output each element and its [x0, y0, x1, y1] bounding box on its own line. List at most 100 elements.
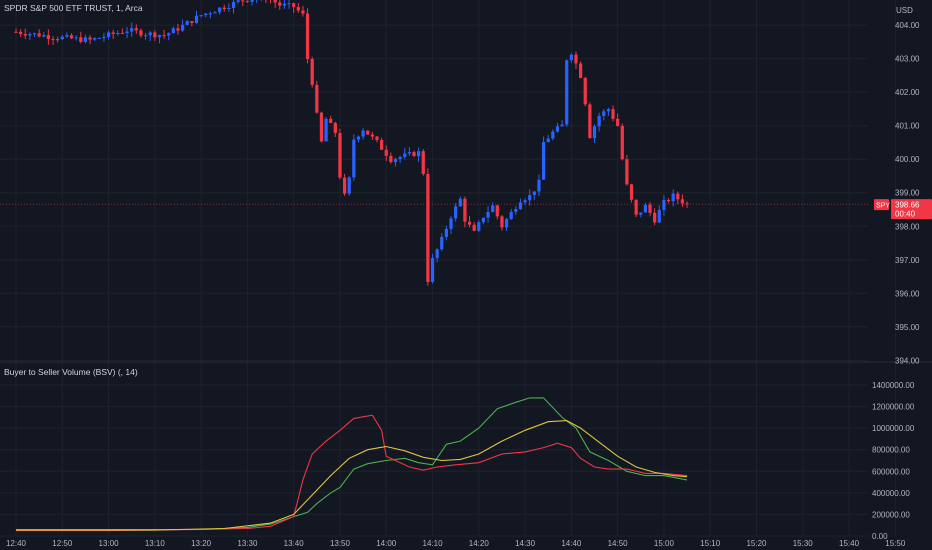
price-tick-label: 398.00 — [895, 222, 920, 231]
price-axis[interactable]: 394.00 395.00 396.00 397.00 398.00 399.00 400.… — [895, 21, 920, 365]
indicator-pane[interactable] — [16, 397, 688, 532]
time-tick-label: 15:50 — [885, 539, 906, 548]
candle — [444, 225, 449, 241]
candle — [352, 134, 356, 181]
candle — [541, 136, 546, 180]
candle — [282, 0, 287, 9]
candle — [620, 123, 624, 161]
candle — [265, 0, 267, 3]
candle — [602, 109, 606, 121]
candle — [491, 202, 495, 213]
candle — [241, 0, 245, 7]
candle — [185, 20, 189, 26]
time-tick-label: 15:40 — [839, 539, 860, 548]
candle — [273, 0, 277, 8]
grid-lines — [0, 0, 896, 537]
candle — [546, 134, 550, 143]
candle — [629, 183, 634, 203]
candle — [148, 30, 152, 42]
candle — [384, 145, 388, 162]
candle — [130, 22, 134, 37]
price-tick-label: 400.00 — [895, 155, 920, 164]
candle — [256, 0, 258, 4]
candle — [514, 206, 518, 215]
price-tick-label: 401.00 — [895, 122, 920, 131]
candle — [403, 147, 407, 160]
candle — [106, 30, 111, 40]
candle — [532, 191, 536, 201]
candle — [560, 120, 564, 127]
time-tick-label: 14:40 — [561, 539, 582, 548]
price-tick-label: 394.00 — [895, 356, 920, 365]
candle — [42, 32, 46, 38]
candle — [463, 196, 467, 228]
price-tick-label: 397.00 — [895, 256, 920, 265]
candle — [379, 137, 384, 150]
time-tick-label: 15:00 — [654, 539, 675, 548]
candle — [218, 7, 222, 15]
candle — [440, 233, 444, 252]
time-tick-label: 12:40 — [6, 539, 27, 548]
candle — [194, 10, 199, 24]
candle — [287, 0, 291, 9]
candle — [83, 34, 88, 44]
candle — [125, 26, 129, 39]
candle — [639, 212, 643, 218]
indicator-title[interactable]: Buyer to Seller Volume (BSV) (, 14) — [4, 367, 138, 377]
candle — [79, 31, 83, 44]
candle — [236, 0, 240, 4]
candle — [139, 28, 143, 38]
candle — [523, 198, 527, 206]
candle — [333, 121, 337, 138]
last-price-tag: SPY 398.66 00:40 — [874, 199, 932, 220]
price-tag-symbol: SPY — [876, 203, 890, 210]
indicator-axis[interactable]: 0.00 200000.00 400000.00 600000.00 800000.00… — [872, 381, 915, 541]
price-pane[interactable] — [0, 0, 868, 286]
candle — [231, 0, 236, 14]
candle — [74, 35, 78, 41]
candle — [500, 214, 504, 231]
candle — [245, 0, 250, 3]
candle — [643, 202, 648, 213]
candle — [37, 29, 41, 38]
indicator-tick-label: 800000.00 — [872, 446, 910, 455]
candle — [653, 208, 657, 226]
candle — [680, 194, 685, 207]
candle — [592, 124, 597, 144]
price-tick-label: 396.00 — [895, 289, 920, 298]
candle — [190, 21, 194, 27]
time-tick-label: 14:50 — [608, 539, 629, 548]
candle — [625, 155, 629, 186]
time-tick-label: 13:10 — [145, 539, 166, 548]
time-axis[interactable]: 12:40 12:50 13:00 13:10 13:20 13:30 13:40 13:50… — [6, 539, 906, 548]
candle — [329, 115, 333, 124]
candle — [305, 8, 310, 64]
candle — [634, 199, 638, 218]
candle — [481, 217, 486, 225]
candle — [46, 29, 51, 45]
candle — [93, 37, 97, 41]
candle — [356, 135, 361, 143]
candle — [296, 3, 300, 13]
candle — [361, 128, 365, 140]
candle — [421, 149, 425, 176]
candle — [111, 29, 115, 40]
candle — [417, 147, 421, 162]
symbol-title[interactable]: SPDR S&P 500 ETF TRUST, 1, Arca — [4, 3, 143, 13]
candle — [472, 222, 476, 232]
candle — [310, 56, 314, 88]
candle — [250, 0, 254, 6]
candle — [648, 202, 652, 217]
candle — [56, 36, 60, 43]
candle — [430, 253, 435, 284]
candle — [338, 128, 342, 180]
price-tag-countdown: 00:40 — [895, 210, 916, 219]
candle — [69, 33, 74, 40]
time-tick-label: 13:00 — [99, 539, 120, 548]
candle — [134, 24, 138, 34]
candle — [167, 32, 171, 41]
indicator-tick-label: 600000.00 — [872, 467, 910, 476]
candle — [143, 32, 148, 40]
candle — [180, 19, 185, 32]
